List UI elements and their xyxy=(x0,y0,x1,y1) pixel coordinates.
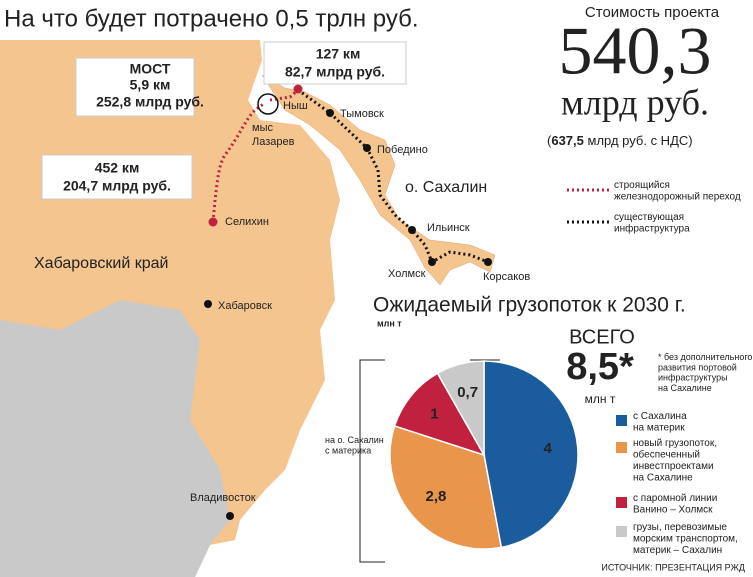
place-label: Хабаровск xyxy=(218,300,272,312)
footnote: * без дополнительного развития портовой ин… xyxy=(658,352,752,393)
legend-label: строящийся железнодорожный переход xyxy=(614,180,741,203)
callout-length: 127 км xyxy=(316,46,361,62)
place-label: Победино xyxy=(377,144,428,156)
place-label: Владивосток xyxy=(190,492,256,504)
chart-title: Ожидаемый грузопоток к 2030 г. xyxy=(373,294,686,317)
callout-name: МОСТ xyxy=(130,61,171,77)
legend-label: с паромной линии Ванино – Холмск xyxy=(633,493,717,516)
pie-slice xyxy=(436,360,485,458)
callout-length: 5,9 км xyxy=(130,77,171,93)
route-under-construction xyxy=(211,101,266,223)
legend-label: грузы, перевозимые морским транспортом, ма… xyxy=(633,522,738,556)
pie-slice xyxy=(389,425,503,550)
title: На что будет потрачено 0,5 трлн руб. xyxy=(4,5,419,32)
city-dot xyxy=(293,84,303,94)
place-label: мыс xyxy=(252,122,273,134)
place-label: о. Сахалин xyxy=(405,179,487,196)
bracket-label: на о. Сахалин с материка xyxy=(325,435,384,455)
place-label: Селихин xyxy=(225,216,269,228)
place-label: Ныш xyxy=(283,100,308,112)
bridge-marker xyxy=(257,93,279,115)
city-dot xyxy=(208,217,218,227)
city-dot xyxy=(226,512,234,520)
place-label: Корсаков xyxy=(483,271,530,283)
cost-value: 540,3 xyxy=(559,13,712,89)
callout-cost: 204,7 млрд руб. xyxy=(63,178,171,194)
slice-label: 0,7 xyxy=(457,384,478,401)
cost-unit: млрд руб. xyxy=(561,82,709,122)
slice-label: 4 xyxy=(543,440,552,457)
city-dot xyxy=(326,109,334,117)
vat-note: (637,5 млрд руб. с НДС) xyxy=(547,133,693,148)
slice-label: 1 xyxy=(430,406,438,423)
legend-label: новый грузопоток, обеспеченный инвестпроек… xyxy=(633,438,717,484)
callout-box xyxy=(263,41,407,85)
callout-box xyxy=(75,57,195,117)
city-dot xyxy=(428,258,436,266)
callout-box xyxy=(41,154,193,200)
bracket xyxy=(359,359,500,563)
legend-swatch xyxy=(616,497,627,508)
legend-label: с Сахалина на материк xyxy=(633,411,687,434)
city-dot xyxy=(204,300,212,308)
pie: 4 2,8 1 0,7 с Сахалина на материк новый грузоп… xyxy=(389,360,738,556)
sakhalin xyxy=(261,74,496,286)
place-label: Ильинск xyxy=(427,222,470,234)
total-unit: млн т xyxy=(585,392,616,406)
callout-length: 452 км xyxy=(95,160,140,176)
legend-swatch xyxy=(616,415,627,426)
place-label: Холмск xyxy=(388,268,426,280)
callout-cost: 252,8 млрд руб. xyxy=(96,94,204,110)
foreign-territory xyxy=(0,300,230,577)
total-value: 8,5* xyxy=(566,346,634,388)
cost-label: Стоимость проекта xyxy=(585,4,720,21)
source: ИСТОЧНИК: ПРЕЗЕНТАЦИЯ РЖД xyxy=(601,562,745,572)
legend-swatch xyxy=(616,526,627,537)
place-label: Тымовск xyxy=(340,108,384,120)
pie-slice xyxy=(483,360,579,549)
city-dot xyxy=(363,144,371,152)
slice-label: 2,8 xyxy=(426,488,447,505)
place-label: Лазарев xyxy=(252,136,295,148)
city-dot xyxy=(484,258,492,266)
chart-subtitle: млн т xyxy=(377,318,402,328)
legend-swatch xyxy=(616,442,627,453)
place-label: Хабаровский край xyxy=(34,255,168,272)
city-dot xyxy=(408,226,416,234)
legend-label: существующая инфраструктура xyxy=(614,212,690,235)
pie-slice xyxy=(393,372,486,457)
total-label: ВСЕГО xyxy=(569,326,635,348)
callout-cost: 82,7 млрд руб. xyxy=(285,64,385,80)
